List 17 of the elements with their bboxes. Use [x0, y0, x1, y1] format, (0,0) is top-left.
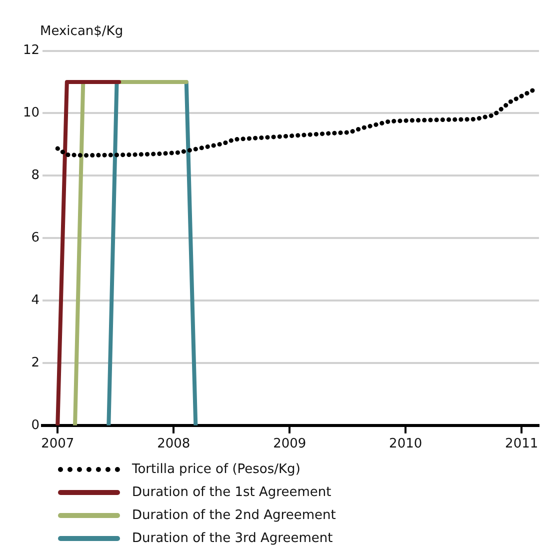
y-tick-label: 4 [31, 292, 40, 308]
x-tick-label: 2008 [157, 436, 190, 452]
y-tick-label: 8 [31, 168, 40, 184]
y-tick-label: 10 [22, 106, 40, 121]
x-tick-label: 2009 [273, 436, 306, 452]
y-tick-label: 6 [31, 230, 40, 246]
legend-label: Duration of the 3rd Agreement [132, 531, 333, 546]
x-tick-label: 2011 [505, 436, 538, 452]
y-tick-label: 2 [31, 355, 40, 370]
legend-label: Duration of the 2nd Agreement [132, 508, 336, 523]
legend-label: Tortilla price of (Pesos/Kg) [132, 462, 300, 477]
x-tick-label: 2010 [389, 436, 422, 452]
y-tick-label: 12 [22, 43, 40, 58]
y-tick-label: 0 [31, 418, 40, 433]
x-tick-label: 2007 [41, 436, 74, 452]
y-axis-title: Mexican$/Kg [40, 24, 124, 39]
legend-label: Duration of the 1st Agreement [132, 485, 332, 500]
